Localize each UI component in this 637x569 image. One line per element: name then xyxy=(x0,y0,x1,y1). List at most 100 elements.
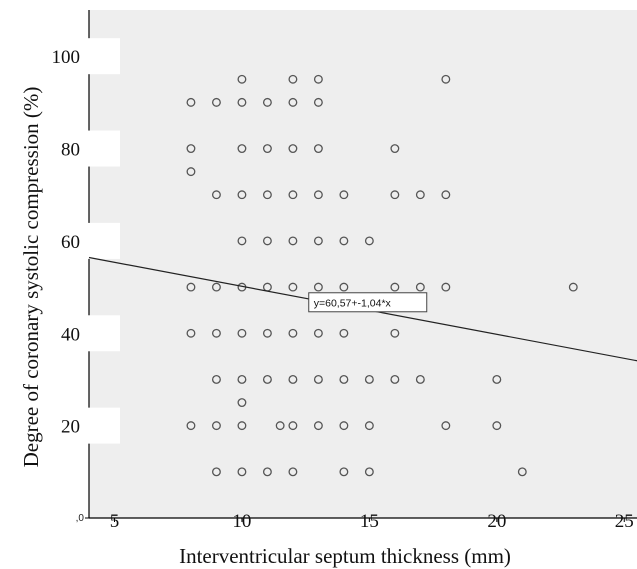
data-point xyxy=(339,328,349,338)
data-point xyxy=(288,97,298,107)
data-point xyxy=(288,328,298,338)
regression-equation: y=60,57+-1,04*x xyxy=(314,297,392,309)
data-point xyxy=(364,236,374,246)
data-point xyxy=(237,375,247,384)
data-point xyxy=(313,328,323,338)
data-point xyxy=(237,74,247,84)
data-point xyxy=(313,375,323,384)
data-point xyxy=(313,236,323,246)
data-point xyxy=(339,282,349,292)
data-point xyxy=(262,144,272,153)
data-point xyxy=(237,467,247,477)
data-point xyxy=(339,375,349,384)
data-point xyxy=(390,282,400,292)
data-point xyxy=(313,282,323,292)
data-point xyxy=(313,97,323,107)
data-point xyxy=(237,144,247,153)
data-point xyxy=(237,398,247,407)
data-point xyxy=(415,282,425,292)
data-point xyxy=(186,144,196,153)
data-point xyxy=(237,236,247,246)
data-point xyxy=(211,97,221,107)
x-axis-title: Interventricular septum thickness (mm) xyxy=(179,544,511,568)
data-point xyxy=(492,375,502,384)
x-tick-label: 10 xyxy=(232,511,251,532)
data-point xyxy=(211,375,221,384)
data-point xyxy=(339,236,349,246)
data-point xyxy=(288,421,298,431)
data-point xyxy=(288,375,298,384)
data-point xyxy=(288,236,298,246)
data-point xyxy=(492,421,502,431)
x-tick-label: 25 xyxy=(615,511,634,532)
data-point xyxy=(262,467,272,477)
data-point xyxy=(441,190,451,200)
data-point xyxy=(237,97,247,107)
data-point xyxy=(339,190,349,200)
x-tick-label: 20 xyxy=(487,511,506,532)
data-point xyxy=(275,421,285,431)
y-tick-label: 20 xyxy=(61,417,80,438)
y-tick-label: 100 xyxy=(52,47,81,68)
data-point xyxy=(211,190,221,200)
data-point xyxy=(288,144,298,153)
data-point xyxy=(211,467,221,477)
data-point xyxy=(288,282,298,292)
data-point xyxy=(262,375,272,384)
x-axis-ticks: 5 10 15 20 25 xyxy=(110,511,634,532)
data-point xyxy=(186,97,196,107)
data-point xyxy=(390,328,400,338)
y-tick-label-bg xyxy=(74,222,120,259)
data-point xyxy=(186,167,196,177)
y-tick-label-bg xyxy=(74,38,120,75)
data-point xyxy=(237,421,247,431)
data-point xyxy=(288,190,298,200)
y-tick-label: ,0 xyxy=(76,513,85,524)
data-point xyxy=(211,421,221,431)
data-point xyxy=(441,282,451,292)
data-point xyxy=(568,282,578,292)
data-point xyxy=(288,467,298,477)
data-point xyxy=(211,328,221,338)
data-point xyxy=(288,74,298,84)
y-tick-label-bg xyxy=(74,407,120,444)
data-point xyxy=(211,282,221,292)
y-tick-label: 40 xyxy=(61,324,80,345)
data-point xyxy=(186,421,196,431)
y-tick-label: 80 xyxy=(61,140,80,161)
data-point xyxy=(237,328,247,338)
data-point xyxy=(262,328,272,338)
data-point xyxy=(313,190,323,200)
x-tick-label: 5 xyxy=(110,511,120,532)
y-axis-ticks: ,0 20 40 60 80 100 xyxy=(52,38,120,524)
regression-annotation: y=60,57+-1,04*x xyxy=(308,292,428,313)
x-tick-label: 15 xyxy=(360,511,379,532)
data-point xyxy=(313,421,323,431)
data-point xyxy=(262,97,272,107)
data-point xyxy=(237,190,247,200)
data-points xyxy=(186,74,578,477)
data-point xyxy=(364,375,374,384)
y-tick-label-bg xyxy=(74,130,120,167)
data-point xyxy=(441,74,451,84)
y-tick-label-bg xyxy=(74,315,120,352)
data-point xyxy=(339,467,349,477)
data-point xyxy=(517,467,527,477)
data-point xyxy=(262,190,272,200)
plot-area xyxy=(89,10,637,518)
data-point xyxy=(262,236,272,246)
data-point xyxy=(441,421,451,431)
data-point xyxy=(390,375,400,384)
data-point xyxy=(313,144,323,153)
data-point xyxy=(313,74,323,84)
data-point xyxy=(364,467,374,477)
data-point xyxy=(415,375,425,384)
y-tick-label: 60 xyxy=(61,232,80,253)
data-point xyxy=(186,328,196,338)
data-point xyxy=(364,421,374,431)
data-point xyxy=(186,282,196,292)
data-point xyxy=(415,190,425,200)
y-axis-title: Degree of coronary systolic compression … xyxy=(19,87,43,468)
data-point xyxy=(390,144,400,153)
